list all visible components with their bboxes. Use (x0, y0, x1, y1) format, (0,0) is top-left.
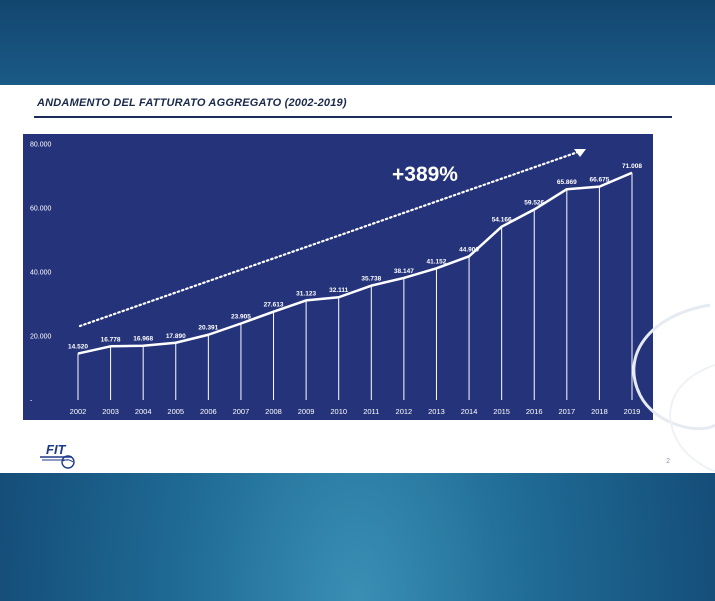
data-label: 59.526 (524, 200, 544, 207)
y-axis-labels: - 20.000 40.000 60.000 80.000 (30, 142, 52, 405)
data-label: 66.675 (589, 177, 609, 184)
data-label: 65.869 (557, 179, 577, 186)
y-tick-label: 80.000 (30, 142, 52, 149)
x-tick-label: 2013 (428, 407, 445, 416)
data-label: 27.613 (264, 302, 284, 309)
x-tick-label: 2006 (200, 407, 217, 416)
data-label: 44.900 (459, 246, 479, 253)
data-label: 31.123 (296, 290, 316, 297)
chart-area: -20.000 40.000 60.000 80.000 2002 2003 2004 20… (23, 134, 653, 420)
x-tick-label: 2016 (526, 407, 543, 416)
x-tick-label: 2018 (591, 407, 608, 416)
data-label: 16.778 (101, 336, 121, 343)
x-tick-label: 2009 (298, 407, 315, 416)
data-label: 32.111 (329, 287, 349, 294)
page-number: 2 (666, 458, 670, 465)
x-tick-label: 2005 (167, 407, 184, 416)
data-label: 23.905 (231, 314, 251, 321)
data-label: 16.968 (133, 336, 153, 343)
data-labels: 14.520 16.778 16.968 17.890 20.391 23.905 27.6… (68, 163, 642, 351)
x-tick-label: 2003 (102, 407, 119, 416)
data-label: 17.890 (166, 333, 186, 340)
growth-annotation: +389% (392, 163, 458, 186)
data-label: 35.738 (361, 276, 381, 283)
y-tick-label: - (30, 398, 33, 405)
x-tick-label: 2002 (70, 407, 87, 416)
annotation: +389% (78, 149, 586, 328)
x-tick-label: 2010 (330, 407, 347, 416)
data-label: 14.520 (68, 344, 88, 351)
svg-text:FIT: FIT (46, 442, 67, 457)
trend-arrow-line (78, 150, 580, 328)
x-tick-label: 2015 (493, 407, 510, 416)
x-tick-label: 2017 (558, 407, 575, 416)
data-label: 54.166 (492, 217, 512, 224)
fit-logo: FIT (40, 442, 75, 469)
trend-arrow-head (574, 149, 586, 157)
series-line (77, 171, 633, 355)
x-tick-label: 2019 (624, 407, 641, 416)
x-tick-label: 2012 (396, 407, 413, 416)
y-tick-label: 40.000 (30, 270, 52, 277)
x-tick-label: 2011 (363, 407, 379, 416)
x-tick-label: 2008 (265, 407, 282, 416)
x-tick-label: 2007 (233, 407, 250, 416)
slide: ANDAMENTO DEL FATTURATO AGGREGATO (2002-… (0, 85, 715, 473)
data-label: 20.391 (198, 325, 218, 332)
title-divider (34, 116, 672, 118)
data-label: 38.147 (394, 268, 414, 275)
area-group (77, 171, 633, 355)
x-axis-labels: 2002 2003 2004 2005 2006 2007 2008 2009 2010 2011… (70, 407, 641, 416)
data-label: 71.008 (622, 163, 642, 170)
slide-title: ANDAMENTO DEL FATTURATO AGGREGATO (2002-… (37, 97, 347, 109)
decorative-swirl (632, 303, 715, 472)
y-tick-label: 20.000 (30, 334, 52, 341)
data-label: 41.152 (427, 258, 447, 265)
drop-lines (77, 172, 633, 400)
y-tick-label: 60.000 (30, 206, 52, 213)
x-tick-label: 2004 (135, 407, 152, 416)
x-tick-label: 2014 (461, 407, 478, 416)
background-top (0, 0, 715, 85)
